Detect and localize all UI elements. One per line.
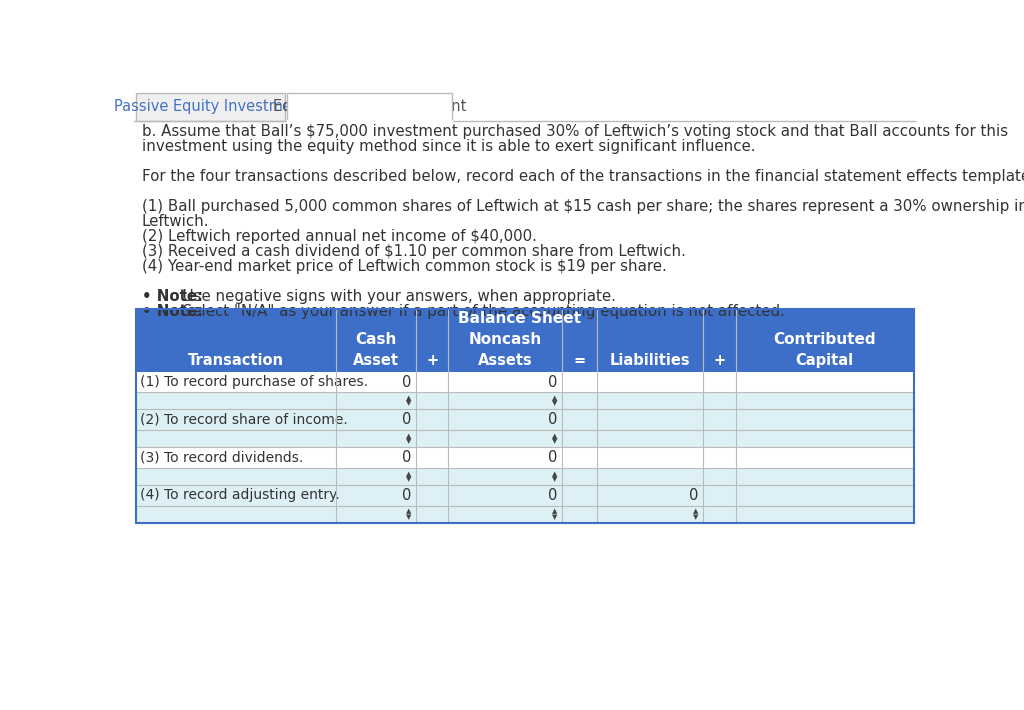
Text: 0: 0 <box>402 450 412 465</box>
Text: b. Assume that Ball’s $75,000 investment purchased 30% of Leftwich’s voting stoc: b. Assume that Ball’s $75,000 investment… <box>142 124 1008 138</box>
Polygon shape <box>136 350 913 371</box>
Text: +: + <box>714 354 725 368</box>
Text: +: + <box>426 354 438 368</box>
Text: =: = <box>573 354 586 368</box>
Text: Passive Equity Investment: Passive Equity Investment <box>114 99 306 114</box>
Text: ▲: ▲ <box>693 508 698 514</box>
Text: Select "N/A" as your answer if a part of the accounting equation is not affected: Select "N/A" as your answer if a part of… <box>177 304 784 319</box>
Text: Noncash: Noncash <box>468 332 542 346</box>
Text: Transaction: Transaction <box>187 354 284 368</box>
Text: 0: 0 <box>402 488 412 503</box>
Text: ▲: ▲ <box>552 395 557 401</box>
Text: ▲: ▲ <box>552 471 557 476</box>
Polygon shape <box>136 329 913 350</box>
Text: Liabilities: Liabilities <box>609 354 690 368</box>
Text: ▼: ▼ <box>407 514 412 520</box>
Polygon shape <box>136 468 913 485</box>
Polygon shape <box>136 430 913 447</box>
Text: ▼: ▼ <box>552 514 557 520</box>
Polygon shape <box>136 371 913 393</box>
Text: Capital: Capital <box>796 354 854 368</box>
Text: 0: 0 <box>548 450 557 465</box>
Text: 0: 0 <box>548 488 557 503</box>
Text: 0: 0 <box>548 375 557 390</box>
Text: ▼: ▼ <box>552 476 557 482</box>
Text: (2) To record share of income.: (2) To record share of income. <box>140 413 348 427</box>
Text: (1) Ball purchased 5,000 common shares of Leftwich at $15 cash per share; the sh: (1) Ball purchased 5,000 common shares o… <box>142 199 1024 214</box>
Text: • Note:: • Note: <box>142 304 203 319</box>
Text: Equity Method Investment: Equity Method Investment <box>272 99 466 114</box>
Text: ▲: ▲ <box>407 433 412 439</box>
Text: For the four transactions described below, record each of the transactions in th: For the four transactions described belo… <box>142 169 1024 184</box>
Text: Leftwich.: Leftwich. <box>142 214 210 229</box>
Text: • Note:: • Note: <box>142 289 208 304</box>
Polygon shape <box>136 393 913 410</box>
Text: ▼: ▼ <box>407 400 412 407</box>
Text: (1) To record purchase of shares.: (1) To record purchase of shares. <box>140 375 369 389</box>
Text: 0: 0 <box>689 488 698 503</box>
Text: ▼: ▼ <box>552 438 557 444</box>
Text: 0: 0 <box>548 413 557 427</box>
Text: ▼: ▼ <box>552 400 557 407</box>
Text: ▼: ▼ <box>693 514 698 520</box>
Text: 0: 0 <box>402 413 412 427</box>
Text: ▲: ▲ <box>407 508 412 514</box>
Text: (4) Year-end market price of Leftwich common stock is $19 per share.: (4) Year-end market price of Leftwich co… <box>142 259 667 274</box>
Text: ▼: ▼ <box>407 438 412 444</box>
Text: ▲: ▲ <box>407 395 412 401</box>
Polygon shape <box>136 410 913 430</box>
Text: Contributed: Contributed <box>773 332 877 346</box>
Text: Cash: Cash <box>355 332 396 346</box>
Polygon shape <box>136 506 913 523</box>
Polygon shape <box>136 93 285 121</box>
Text: Balance Sheet: Balance Sheet <box>458 311 581 326</box>
Polygon shape <box>136 309 913 329</box>
Text: ▲: ▲ <box>552 508 557 514</box>
Text: (3) To record dividends.: (3) To record dividends. <box>140 451 304 464</box>
Polygon shape <box>136 447 913 468</box>
Polygon shape <box>287 93 452 121</box>
Text: ▼: ▼ <box>407 476 412 482</box>
Text: (2) Leftwich reported annual net income of $40,000.: (2) Leftwich reported annual net income … <box>142 229 537 244</box>
Text: (4) To record adjusting entry.: (4) To record adjusting entry. <box>140 488 340 502</box>
Polygon shape <box>136 485 913 506</box>
Text: 0: 0 <box>402 375 412 390</box>
Text: investment using the equity method since it is able to exert significant influen: investment using the equity method since… <box>142 138 756 154</box>
Text: Use negative signs with your answers, when appropriate.: Use negative signs with your answers, wh… <box>177 289 615 304</box>
Text: Asset: Asset <box>353 354 399 368</box>
Text: ▲: ▲ <box>552 433 557 439</box>
Text: Assets: Assets <box>477 354 532 368</box>
Text: (3) Received a cash dividend of $1.10 per common share from Leftwich.: (3) Received a cash dividend of $1.10 pe… <box>142 244 686 259</box>
Text: ▲: ▲ <box>407 471 412 476</box>
